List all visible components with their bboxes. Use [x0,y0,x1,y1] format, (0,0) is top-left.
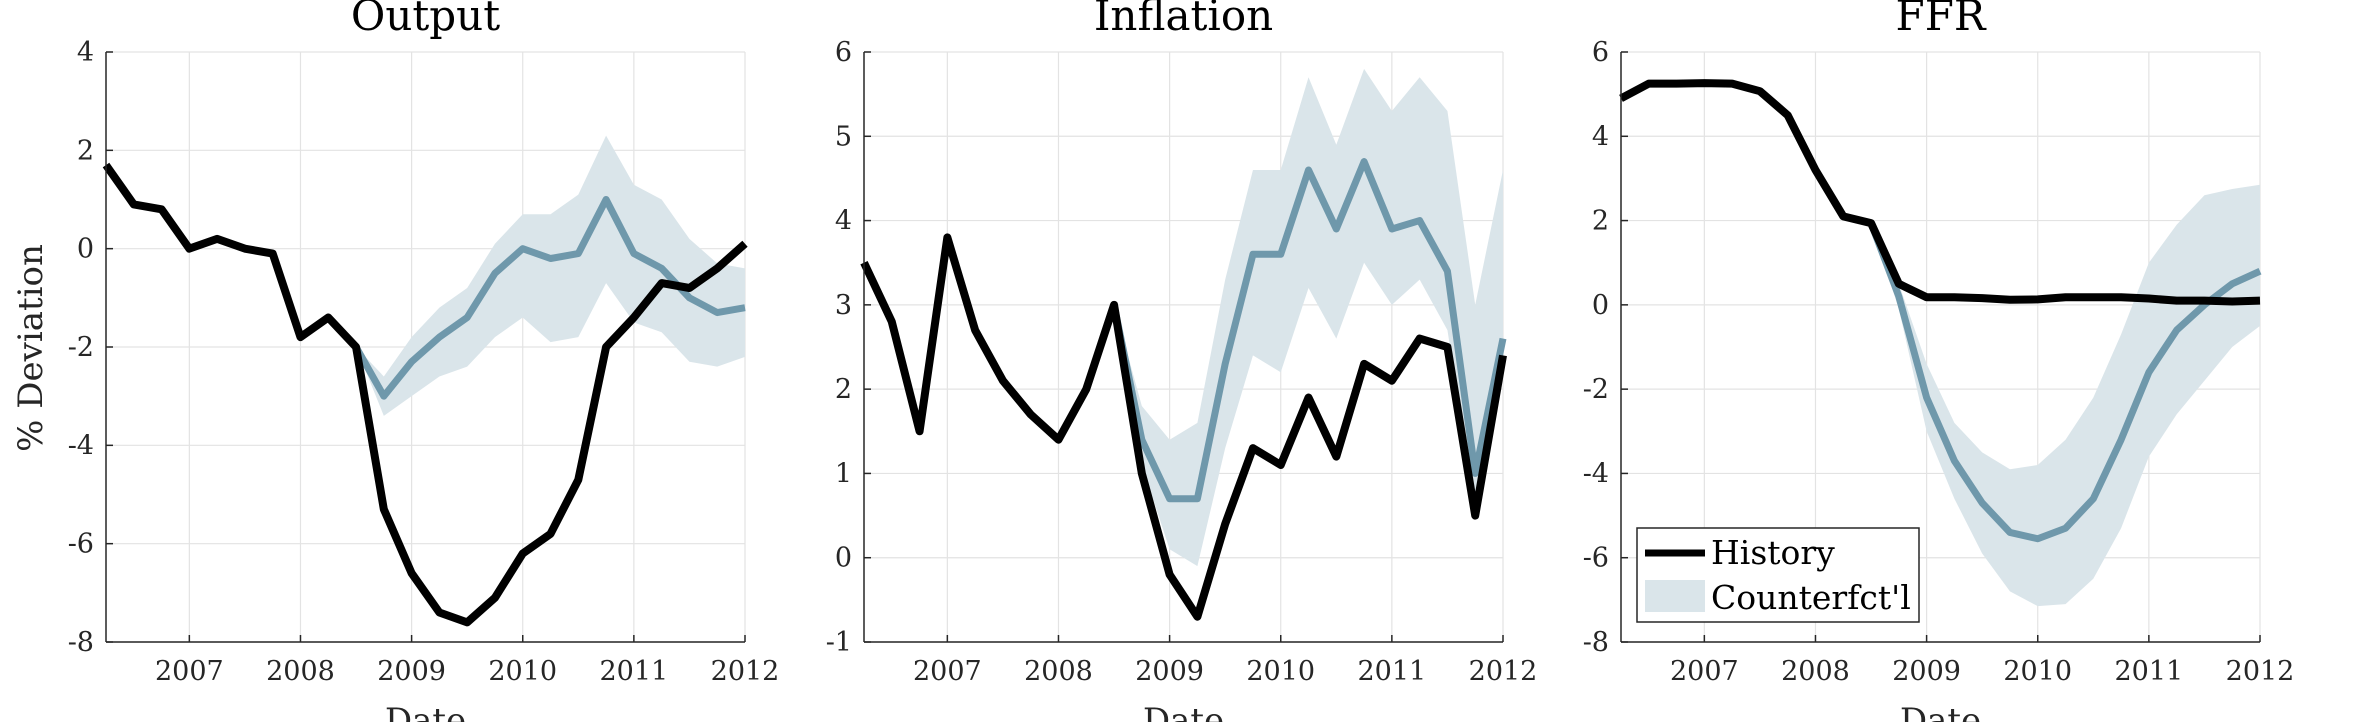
output-y-tick-label: -2 [68,332,94,363]
inflation-y-tick-label: -1 [826,627,852,658]
output-x-tick-label: 2007 [155,656,224,687]
ffr-y-tick-label: -2 [1583,374,1609,405]
output-y-tick-label: -4 [68,430,94,461]
inflation-y-tick-label: 2 [835,374,852,405]
ffr-history-line [1619,79,2261,306]
inflation-y-tick-label: 6 [835,37,852,68]
ffr-y-tick-label: 6 [1592,37,1609,68]
output-counterfactual-band [356,135,745,416]
inflation-x-tick-label: 2012 [1469,656,1538,687]
panel-inflation: -1 0 1 2 3 4 5 6 2007 2008 2009 2010 2011 2012 Inflati… [826,0,1538,722]
output-y-tick-label: -8 [68,627,94,658]
ffr-x-tick-label: 2008 [1781,656,1850,687]
output-x-tick-label: 2012 [711,656,780,687]
inflation-title: Inflation [1094,0,1273,40]
inflation-x-tick-label: 2011 [1358,656,1427,687]
output-x-tick-label: 2010 [488,656,557,687]
ffr-x-tick-label: 2010 [2003,656,2072,687]
output-y-tick-label: -6 [68,529,94,560]
inflation-y-tick-label: 1 [835,458,852,489]
output-y-tick-label: 2 [77,135,94,166]
inflation-x-axis-label: Date [1143,701,1224,722]
panel-output: -8 -6 -4 -2 0 2 4 2007 2008 2009 2010 2011 2012 Outpu… [68,0,780,722]
inflation-history-line [860,233,1507,621]
legend: History Counterfct'l [1636,527,1920,623]
legend-band-swatch [1645,580,1705,612]
inflation-y-tick-label: 5 [835,121,852,152]
output-x-tick-label: 2009 [377,656,446,687]
ffr-x-tick-label: 2007 [1670,656,1739,687]
inflation-y-tick-label: 4 [835,206,852,237]
output-x-axis-label: Date [385,701,466,722]
output-y-tick-label: 0 [77,234,94,265]
inflation-x-tick-label: 2007 [913,656,982,687]
ffr-x-tick-label: 2009 [1892,656,1961,687]
ffr-x-axis-label: Date [1900,701,1981,722]
inflation-y-tick-label: 3 [835,290,852,321]
ffr-x-tick-label: 2011 [2115,656,2184,687]
ffr-y-tick-label: -4 [1583,458,1609,489]
output-x-tick-label: 2008 [266,656,335,687]
ffr-y-tick-label: 4 [1592,121,1609,152]
ffr-y-tick-label: 0 [1592,290,1609,321]
ffr-title: FFR [1896,0,1987,40]
legend-history-label: History [1711,533,1835,572]
output-y-tick-label: 4 [77,37,94,68]
inflation-x-tick-label: 2008 [1024,656,1093,687]
ffr-y-tick-label: -8 [1583,627,1609,658]
inflation-counterfactual-line [1110,158,1507,503]
inflation-x-tick-label: 2010 [1246,656,1315,687]
legend-counterfactual-label: Counterfct'l [1711,578,1911,617]
ffr-x-tick-label: 2012 [2226,656,2295,687]
ffr-counterfactual-line [1867,221,2262,543]
ffr-y-tick-label: 2 [1592,206,1609,237]
output-title: Output [351,0,500,40]
ffr-counterfactual-band [1871,184,2260,607]
ffr-y-tick-label: -6 [1583,543,1609,574]
output-x-tick-label: 2011 [600,656,669,687]
inflation-y-tick-label: 0 [835,543,852,574]
output-history-line [102,162,748,627]
inflation-x-tick-label: 2009 [1135,656,1204,687]
y-axis-label: % Deviation [11,244,51,452]
panel-ffr: -8 -6 -4 -2 0 2 4 6 2007 2008 2009 2010 2011 2012 FFR D… [1583,0,2295,722]
